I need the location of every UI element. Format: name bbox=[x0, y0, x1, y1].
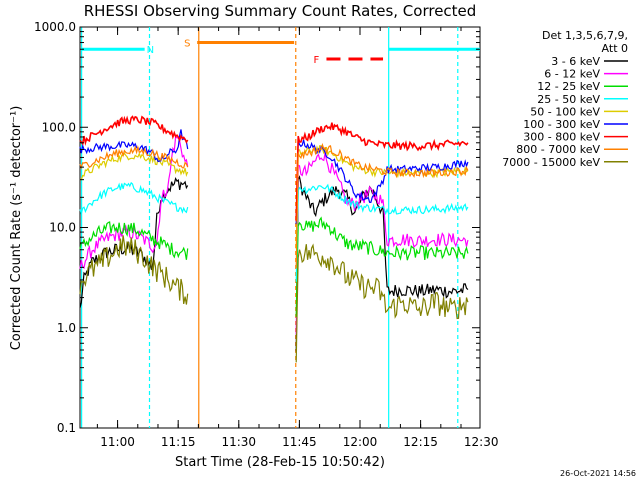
plot-frame bbox=[79, 26, 481, 429]
series-line bbox=[79, 115, 469, 222]
annotation-label: F bbox=[313, 55, 319, 66]
x-tick-label: 12:00 bbox=[343, 435, 378, 449]
legend-entry-label: 25 - 50 keV bbox=[537, 93, 600, 106]
y-tick-label: 0.1 bbox=[57, 421, 76, 435]
legend-entry-label: 50 - 100 keV bbox=[530, 105, 600, 118]
annotation-label: S bbox=[184, 39, 190, 50]
legend-header-line-2: Att 0 bbox=[602, 42, 628, 55]
plot-area: N S F 0.1 1.0 10.0 100.0 1000.0 11:00 11:15 11:3… bbox=[34, 20, 499, 449]
series-line bbox=[79, 216, 469, 317]
x-axis-ticks: 11:00 11:15 11:30 11:45 12:00 12:15 12:30 bbox=[96, 27, 499, 449]
legend-entry-label: 300 - 800 keV bbox=[523, 131, 600, 144]
x-tick-label: 11:45 bbox=[282, 435, 317, 449]
y-tick-label: 1.0 bbox=[57, 321, 76, 335]
series-line bbox=[79, 181, 469, 282]
series-line bbox=[79, 135, 469, 335]
x-tick-label: 12:15 bbox=[403, 435, 438, 449]
legend-entry-label: 800 - 7000 keV bbox=[516, 143, 600, 156]
x-tick-label: 12:30 bbox=[464, 435, 499, 449]
vertical-markers bbox=[81, 27, 459, 428]
x-tick-label: 11:30 bbox=[221, 435, 256, 449]
annotation-label: N bbox=[147, 45, 154, 56]
x-tick-label: 11:15 bbox=[161, 435, 196, 449]
series-line bbox=[79, 175, 469, 352]
y-tick-label: 100.0 bbox=[42, 120, 76, 134]
series-lines bbox=[79, 115, 469, 363]
y-tick-label: 1000.0 bbox=[34, 20, 76, 34]
legend-entry-label: 3 - 6 keV bbox=[551, 55, 600, 68]
annotation-bars: N S F bbox=[81, 39, 480, 66]
series-line bbox=[79, 129, 469, 225]
legend-entry-label: 12 - 25 keV bbox=[537, 80, 600, 93]
y-tick-label: 10.0 bbox=[49, 221, 76, 235]
legend-header-line-1: Det 1,3,5,6,7,9, bbox=[542, 29, 628, 42]
series-line bbox=[79, 142, 469, 269]
series-line bbox=[79, 235, 469, 363]
legend-entry-label: 7000 - 15000 keV bbox=[502, 156, 600, 169]
footer-date-stamp: 26-Oct-2021 14:56 bbox=[560, 469, 636, 478]
x-axis-label: Start Time (28-Feb-15 10:50:42) bbox=[175, 455, 385, 470]
y-axis-label: Corrected Count Rate (s⁻¹ detector⁻¹) bbox=[9, 106, 24, 351]
legend-entry-label: 100 - 300 keV bbox=[523, 118, 600, 131]
x-tick-label: 11:00 bbox=[100, 435, 135, 449]
y-axis-ticks: 0.1 1.0 10.0 100.0 1000.0 bbox=[34, 20, 480, 435]
chart-title: RHESSI Observing Summary Count Rates, Co… bbox=[84, 2, 477, 20]
legend-entry-label: 6 - 12 keV bbox=[544, 68, 600, 81]
